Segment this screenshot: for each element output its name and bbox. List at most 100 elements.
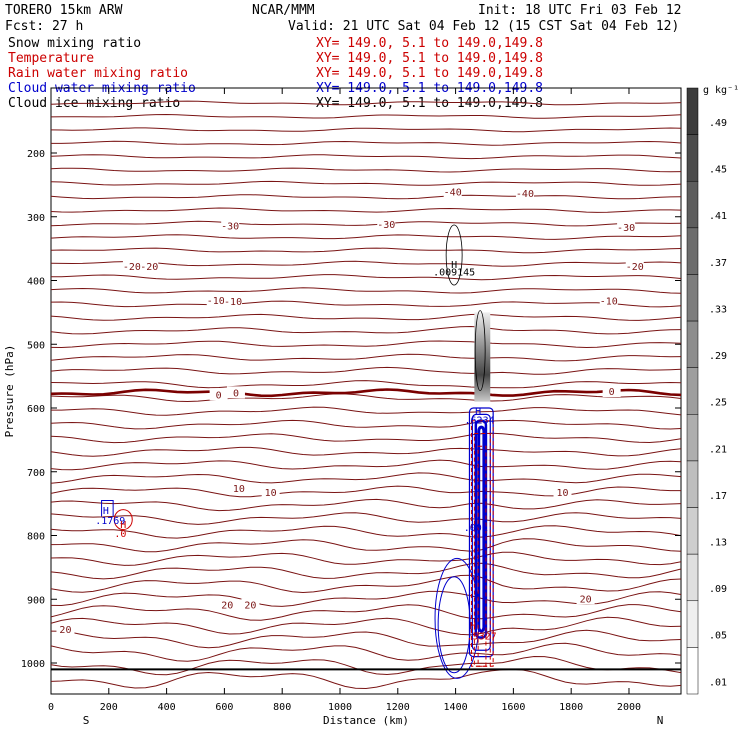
south-label: S [83,714,90,727]
temperature-contour-label: -30 [221,221,239,232]
contour-label-bg [553,485,572,498]
y-tick-label: 700 [27,468,45,479]
contour-label-bg [241,598,260,611]
isotherm [51,562,681,580]
isotherm [51,512,681,525]
isotherm [51,274,681,281]
isotherm [51,629,681,649]
temperature-contour-label: 20 [244,601,256,612]
isotherm [51,220,681,227]
isotherm [51,525,681,539]
contour-label-bg [261,485,280,498]
extremum-label: .0 [114,529,126,540]
temperature-contour-label: -10 [207,296,225,307]
extremum-label: H [451,260,457,271]
colorbar-swatch [686,227,699,275]
colorbar-label: .05 [709,631,727,642]
colorbar-swatch [686,134,699,182]
isotherm [51,419,681,430]
isotherm [51,459,681,471]
y-axis-title: Pressure (hPa) [3,345,16,438]
x-tick-label: 2000 [617,702,641,713]
colorbar-swatch [686,274,699,322]
contour-label-bg [443,185,462,198]
colorbar-label: .09 [709,584,727,595]
x-tick-label: 1600 [501,702,525,713]
y-tick-label: 500 [27,340,45,351]
contour-label-bg [209,388,228,401]
extremum-label: H [470,621,476,632]
rain-water-contour [470,420,494,667]
isotherm [51,100,681,106]
contour-label-bg [122,260,141,273]
init-time: Init: 18 UTC Fri 03 Feb 12 [478,3,682,18]
temperature-contour-label: 10 [265,488,277,499]
axes: 0 200 400 600 800 1000 1200 1400 1600 1800 2000200… [21,88,681,713]
y-tick-label: 300 [27,213,45,224]
isotherm [51,432,681,444]
colorbar-label: .49 [709,118,727,129]
temperature-contour-label: -10 [224,297,242,308]
isotherm [51,325,681,335]
y-tick-label: 600 [27,404,45,415]
isotherm [51,406,681,416]
rain-water-contour [113,509,133,531]
field-rain-xy: XY= 149.0, 5.1 to 149.0,149.8 [316,66,543,81]
cloud-ice-contour [474,310,486,392]
contour-label-bg [206,293,225,306]
rain-water-contour [473,433,491,667]
colorbar-swatch [686,414,699,462]
north-label: N [657,714,664,727]
x-tick-label: 600 [215,702,233,713]
isotherm [51,538,681,553]
extremum-label: .6234 [465,415,495,426]
field-temperature-xy: XY= 149.0, 5.1 to 149.0,149.8 [316,51,543,66]
colorbar-label: .45 [709,165,727,176]
isotherm [51,194,681,200]
temperature-contour-label: 20 [59,625,71,636]
temperature-contour-label: -20 [123,262,141,273]
field-snow: Snow mixing ratio [8,36,141,51]
contour-label-bg [221,219,240,232]
x-tick-label: 200 [100,702,118,713]
temperature-contour-label: -20 [626,262,644,273]
isotherm [51,366,681,375]
extremum-label: H [103,506,109,517]
isotherm [51,300,681,308]
isotherm [51,180,681,186]
colorbar-swatch [686,460,699,508]
extremum-label: .5327 [467,632,497,643]
isotherm [51,668,681,690]
extremum-label: .1769 [95,516,125,527]
isotherm [51,574,681,594]
contour-label-bg [625,260,644,273]
extremum-label: H [120,520,126,531]
colorbar-swatch [686,553,699,602]
temperature-contour-label: -40 [516,189,534,200]
contour-label-bg [515,186,534,199]
temperature-contour-labels: -40 -40-30 -30 -30-20 -20 -20-10 -10 -100 0 010 10… [56,185,644,636]
isotherm [51,642,681,662]
forecast-hour: Fcst: 27 h [5,19,83,34]
isotherm [51,340,681,349]
field-cloud-ice-xy: XY= 149.0, 5.1 to 149.0,149.8 [316,96,543,111]
temperature-contour-label: -30 [377,220,395,231]
freezing-level-isotherm [51,388,681,398]
colorbar-label: .37 [709,258,727,269]
extremum-label: .009145 [433,268,475,279]
center-title: NCAR/MMM [252,3,315,18]
isotherm [51,380,681,389]
contour-label-bg [602,385,621,398]
temperature-contour-label: 0 [233,388,239,399]
isotherm [51,127,681,133]
isotherm [51,655,681,676]
colorbar-swatch [686,320,699,368]
y-tick-label: 900 [27,595,45,606]
y-tick-label: 400 [27,277,45,288]
temperature-contour-label: 0 [216,390,222,401]
colorbar-label: .29 [709,351,727,362]
isotherm [51,247,681,254]
colorbar-swatch [686,600,699,648]
temperature-contour-label: 10 [233,484,245,495]
